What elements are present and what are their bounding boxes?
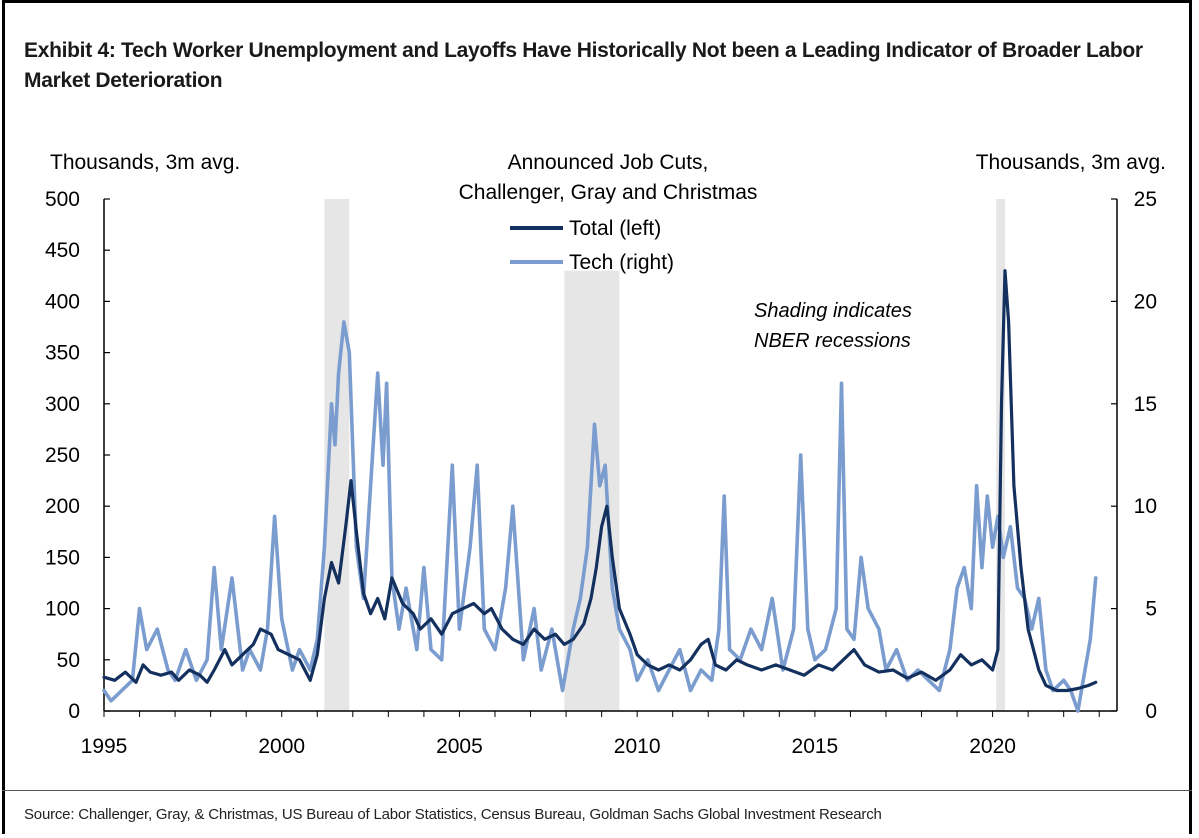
chart-subtitle-line-1: Announced Job Cuts, (508, 151, 709, 174)
left-unit-label: Thousands, 3m avg. (50, 151, 240, 174)
right-tick-label: 0 (1145, 700, 1157, 723)
left-tick-label: 50 (57, 649, 80, 672)
left-tick-label: 500 (45, 188, 80, 211)
source-note: Source: Challenger, Gray, & Christmas, U… (24, 806, 882, 823)
left-tick-label: 100 (45, 598, 80, 621)
left-tick-label: 350 (45, 342, 80, 365)
legend-label-tech: Tech (right) (569, 251, 674, 274)
right-unit-label: Thousands, 3m avg. (976, 151, 1166, 174)
x-tick-label: 1995 (81, 735, 128, 758)
right-tick-label: 20 (1134, 290, 1157, 313)
x-tick-label: 2010 (614, 735, 661, 758)
left-tick-label: 300 (45, 393, 80, 416)
x-tick-label: 2005 (436, 735, 483, 758)
source-divider (2, 790, 1192, 791)
right-tick-label: 15 (1134, 393, 1157, 416)
left-tick-label: 150 (45, 546, 80, 569)
legend-label-total: Total (left) (569, 217, 661, 240)
left-tick-label: 450 (45, 239, 80, 262)
right-tick-label: 5 (1145, 598, 1157, 621)
recession-note-line-1: Shading indicates (754, 300, 912, 322)
left-tick-label: 250 (45, 444, 80, 467)
right-tick-label: 25 (1134, 188, 1157, 211)
series-line-tech (102, 320, 1098, 713)
x-tick-label: 2020 (969, 735, 1016, 758)
left-tick-label: 400 (45, 290, 80, 313)
series-line-total (102, 269, 1098, 693)
x-tick-label: 2015 (792, 735, 839, 758)
recession-note-line-2: NBER recessions (754, 330, 911, 352)
x-tick-label: 2000 (258, 735, 305, 758)
left-tick-label: 200 (45, 495, 80, 518)
left-tick-label: 0 (68, 700, 80, 723)
chart-subtitle-line-2: Challenger, Gray and Christmas (459, 181, 758, 204)
chart-title: Exhibit 4: Tech Worker Unemployment and … (24, 39, 1143, 92)
right-tick-label: 10 (1134, 495, 1157, 518)
